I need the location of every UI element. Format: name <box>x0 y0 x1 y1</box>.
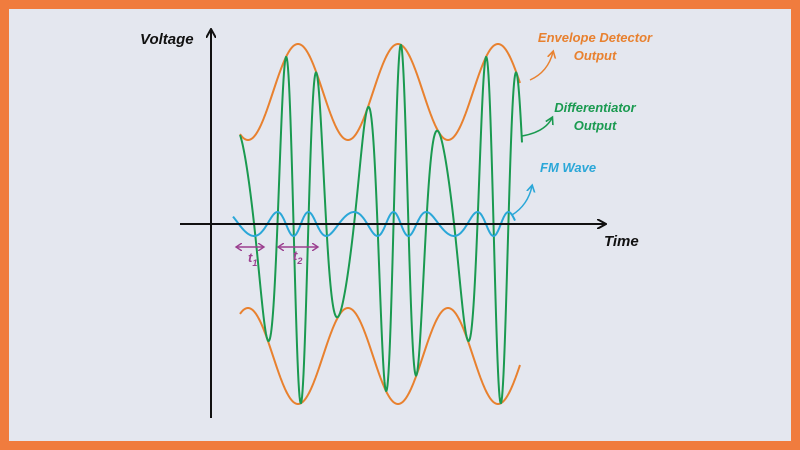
differentiator-output <box>239 43 523 405</box>
x-axis-label: Time <box>604 233 639 250</box>
fm-wave <box>232 211 516 237</box>
interval-symbol: t <box>248 250 253 265</box>
fm-wave-label: FM Wave <box>540 160 596 175</box>
y-axis-label: Voltage <box>140 31 194 48</box>
envelope-lower <box>239 307 521 405</box>
interval-subscript: 2 <box>296 256 302 266</box>
interval-symbol: t <box>293 248 298 263</box>
interval-label: t2 <box>293 248 302 266</box>
curves <box>232 43 523 405</box>
envelope-label: Output <box>574 48 617 63</box>
envelope-label: Envelope Detector <box>538 30 653 45</box>
envelope-upper <box>239 43 521 141</box>
interval-label: t1 <box>248 250 257 268</box>
pointer-arrow <box>511 186 532 216</box>
interval-subscript: 1 <box>252 258 257 268</box>
pointer-arrow <box>521 118 552 137</box>
differentiator-label: Output <box>574 118 617 133</box>
pointer-arrow <box>529 52 553 81</box>
differentiator-label: Differentiator <box>554 100 636 115</box>
